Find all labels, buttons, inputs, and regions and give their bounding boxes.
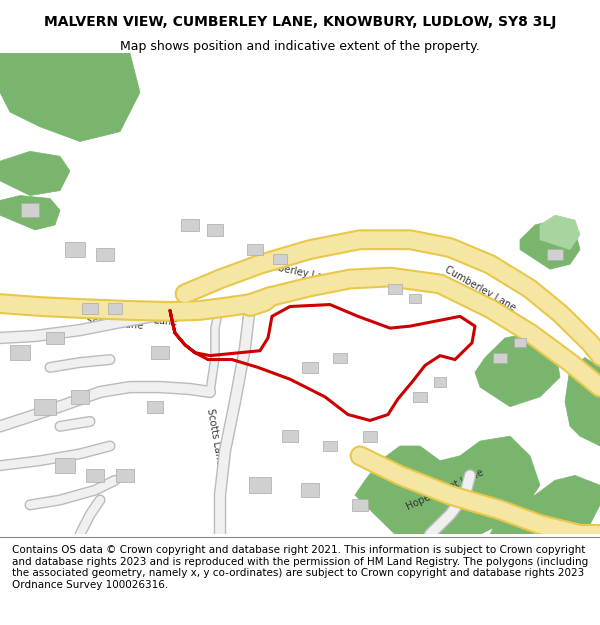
Bar [301,483,319,497]
Bar [547,249,563,261]
Bar [10,345,30,360]
Bar [147,401,163,412]
Text: Map shows position and indicative extent of the property.: Map shows position and indicative extent… [120,40,480,53]
Polygon shape [475,333,560,407]
Text: Scotts Lane: Scotts Lane [86,316,144,331]
Bar [46,331,64,344]
Bar [282,430,298,442]
Bar [249,478,271,493]
Bar [514,338,526,348]
Bar [434,378,446,387]
Bar [116,469,134,482]
Bar [207,224,223,236]
Bar [65,242,85,257]
Bar [333,352,347,362]
Bar [55,458,75,473]
Polygon shape [540,215,580,249]
Text: Contains OS data © Crown copyright and database right 2021. This information is : Contains OS data © Crown copyright and d… [12,545,588,590]
Polygon shape [355,436,540,534]
Text: Cumberley Lane: Cumberley Lane [255,258,335,284]
Polygon shape [520,220,580,269]
Bar [86,469,104,482]
Bar [388,284,402,294]
Text: Hope Bagot Lane: Hope Bagot Lane [405,468,485,512]
Bar [323,441,337,451]
Polygon shape [565,357,600,446]
Polygon shape [0,53,140,141]
Bar [82,302,98,314]
Bar [34,399,56,414]
Bar [352,499,368,511]
Polygon shape [490,476,600,534]
Bar [181,219,199,231]
Bar [302,361,318,373]
Text: MALVERN VIEW, CUMBERLEY LANE, KNOWBURY, LUDLOW, SY8 3LJ: MALVERN VIEW, CUMBERLEY LANE, KNOWBURY, … [44,15,556,29]
Polygon shape [0,196,60,230]
Bar [108,303,122,314]
Bar [273,254,287,264]
Text: Scotts Lane: Scotts Lane [205,407,225,465]
Bar [21,203,39,217]
Bar [409,294,421,303]
Bar [413,392,427,402]
Bar [151,346,169,359]
Bar [363,431,377,441]
Polygon shape [0,151,70,196]
Bar [493,352,507,362]
Bar [96,248,114,261]
Bar [71,390,89,404]
Bar [247,244,263,256]
Text: Hope Bagot Lane: Hope Bagot Lane [92,309,178,327]
Text: Cumberley Lane: Cumberley Lane [443,264,517,313]
